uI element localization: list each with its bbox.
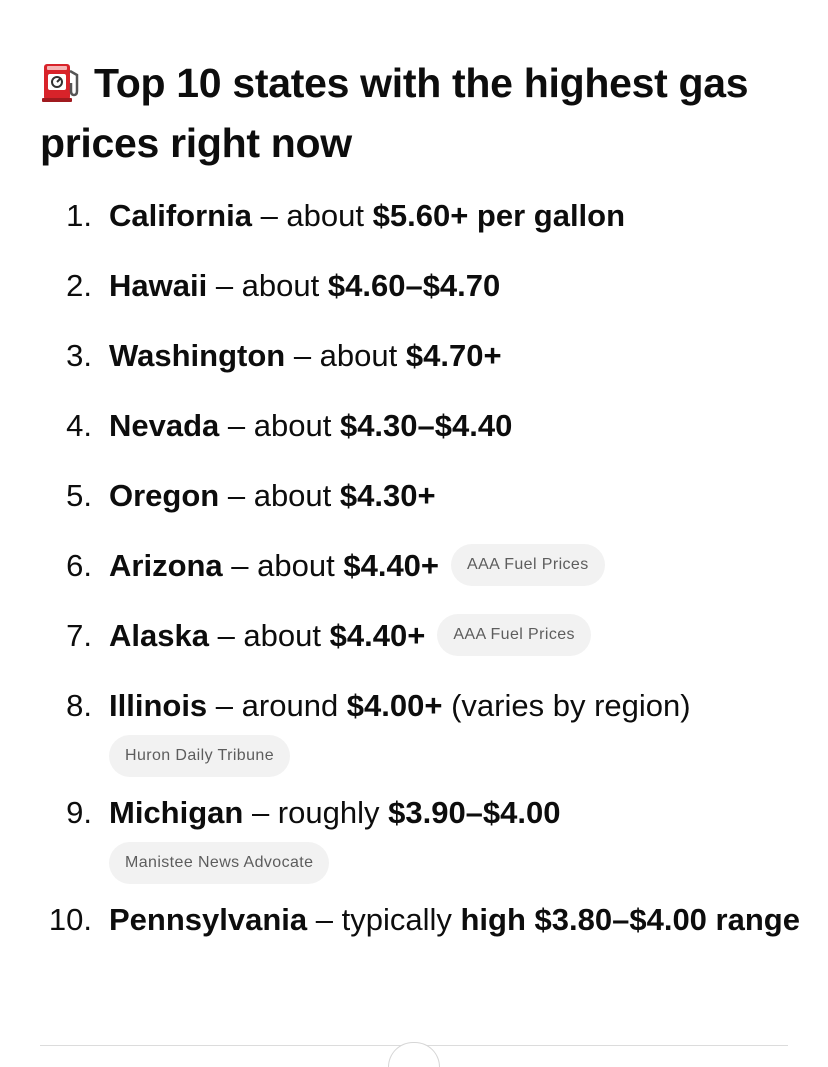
state-name: Nevada <box>109 408 220 443</box>
state-name: Michigan <box>109 795 244 830</box>
list-item-text: Hawaii – about $4.60–$4.70 <box>109 263 800 309</box>
price-text: $4.60–$4.70 <box>327 268 501 303</box>
price-text: $4.40+ <box>343 548 440 583</box>
separator-text: – about <box>222 548 344 583</box>
separator-text: – around <box>207 688 347 723</box>
state-name: Oregon <box>109 478 220 513</box>
list-item-text: Oregon – about $4.30+ <box>109 473 800 519</box>
price-text: $4.70+ <box>405 338 502 373</box>
separator-text: – about <box>208 618 330 653</box>
state-name: Illinois <box>109 688 208 723</box>
list-number: 6. <box>66 548 92 583</box>
state-name: Washington <box>109 338 286 373</box>
list-item: 8. Illinois – around $4.00+ (varies by r… <box>40 683 800 777</box>
list-item: 5. Oregon – about $4.30+ <box>40 473 800 519</box>
source-chip-manistee[interactable]: Manistee News Advocate <box>109 842 330 884</box>
price-text: $3.90–$4.00 <box>388 795 561 830</box>
list-number: 4. <box>66 408 92 443</box>
list-item-text: California – about $5.60+ per gallon <box>109 193 800 239</box>
list-number: 9. <box>66 795 92 830</box>
separator-text: – about <box>219 478 340 513</box>
list-number: 7. <box>66 618 92 653</box>
source-chip-aaa[interactable]: AAA Fuel Prices <box>437 613 591 656</box>
list-item: 9. Michigan – roughly $3.90–$4.00 Maniste… <box>40 790 800 884</box>
separator-text: – about <box>285 338 406 373</box>
list-item-text: Alaska – about $4.40+ AAA Fuel Prices <box>109 613 800 659</box>
list-number: 1. <box>66 198 92 233</box>
list-item: 7. Alaska – about $4.40+ AAA Fuel Prices <box>40 613 800 659</box>
price-text: $4.30+ <box>339 478 436 513</box>
state-name: Pennsylvania <box>109 902 308 937</box>
separator-text: – roughly <box>243 795 389 830</box>
separator-text: – typically <box>307 902 461 937</box>
source-chip-aaa[interactable]: AAA Fuel Prices <box>451 543 605 586</box>
fuel-pump-icon <box>40 61 84 116</box>
list-item-text: Nevada – about $4.30–$4.40 <box>109 403 800 449</box>
price-text: $5.60+ per gallon <box>372 198 626 233</box>
list-item-text: Pennsylvania – typically high $3.80–$4.0… <box>109 897 800 943</box>
state-name: Alaska <box>109 618 209 653</box>
list-item-text: Arizona – about $4.40+ AAA Fuel Prices <box>109 543 800 589</box>
state-name: Hawaii <box>109 268 208 303</box>
list-number: 5. <box>66 478 92 513</box>
list-item: 2. Hawaii – about $4.60–$4.70 <box>40 263 800 309</box>
list-number: 3. <box>66 338 92 373</box>
list-item-text: Washington – about $4.70+ <box>109 333 800 379</box>
list-number: 2. <box>66 268 92 303</box>
list-item: 10. Pennsylvania – typically high $3.80–… <box>40 897 800 943</box>
price-note: (varies by region) <box>442 688 691 723</box>
list-item-text: Michigan – roughly $3.90–$4.00 Manistee N… <box>109 790 800 884</box>
state-name: Arizona <box>109 548 223 583</box>
list-item: 4. Nevada – about $4.30–$4.40 <box>40 403 800 449</box>
price-text: $4.00+ <box>346 688 443 723</box>
list-item: 6. Arizona – about $4.40+ AAA Fuel Prices <box>40 543 800 589</box>
state-name: California <box>109 198 252 233</box>
list-item: 1. California – about $5.60+ per gallon <box>40 193 800 239</box>
price-text: $4.40+ <box>329 618 426 653</box>
price-text: $4.30–$4.40 <box>339 408 513 443</box>
price-text: high $3.80–$4.00 range <box>460 902 800 937</box>
page-title-text: Top 10 states with the highest gas price… <box>40 60 749 166</box>
list-item-text: Illinois – around $4.00+ (varies by regi… <box>109 683 800 777</box>
separator-text: – about <box>251 198 373 233</box>
list-number: 8. <box>66 688 92 723</box>
list-item: 3. Washington – about $4.70+ <box>40 333 800 379</box>
list-number: 10. <box>48 902 92 937</box>
separator-text: – about <box>207 268 328 303</box>
page-title: Top 10 states with the highest gas price… <box>40 56 800 170</box>
source-chip-huron[interactable]: Huron Daily Tribune <box>109 735 290 777</box>
separator-text: – about <box>219 408 340 443</box>
